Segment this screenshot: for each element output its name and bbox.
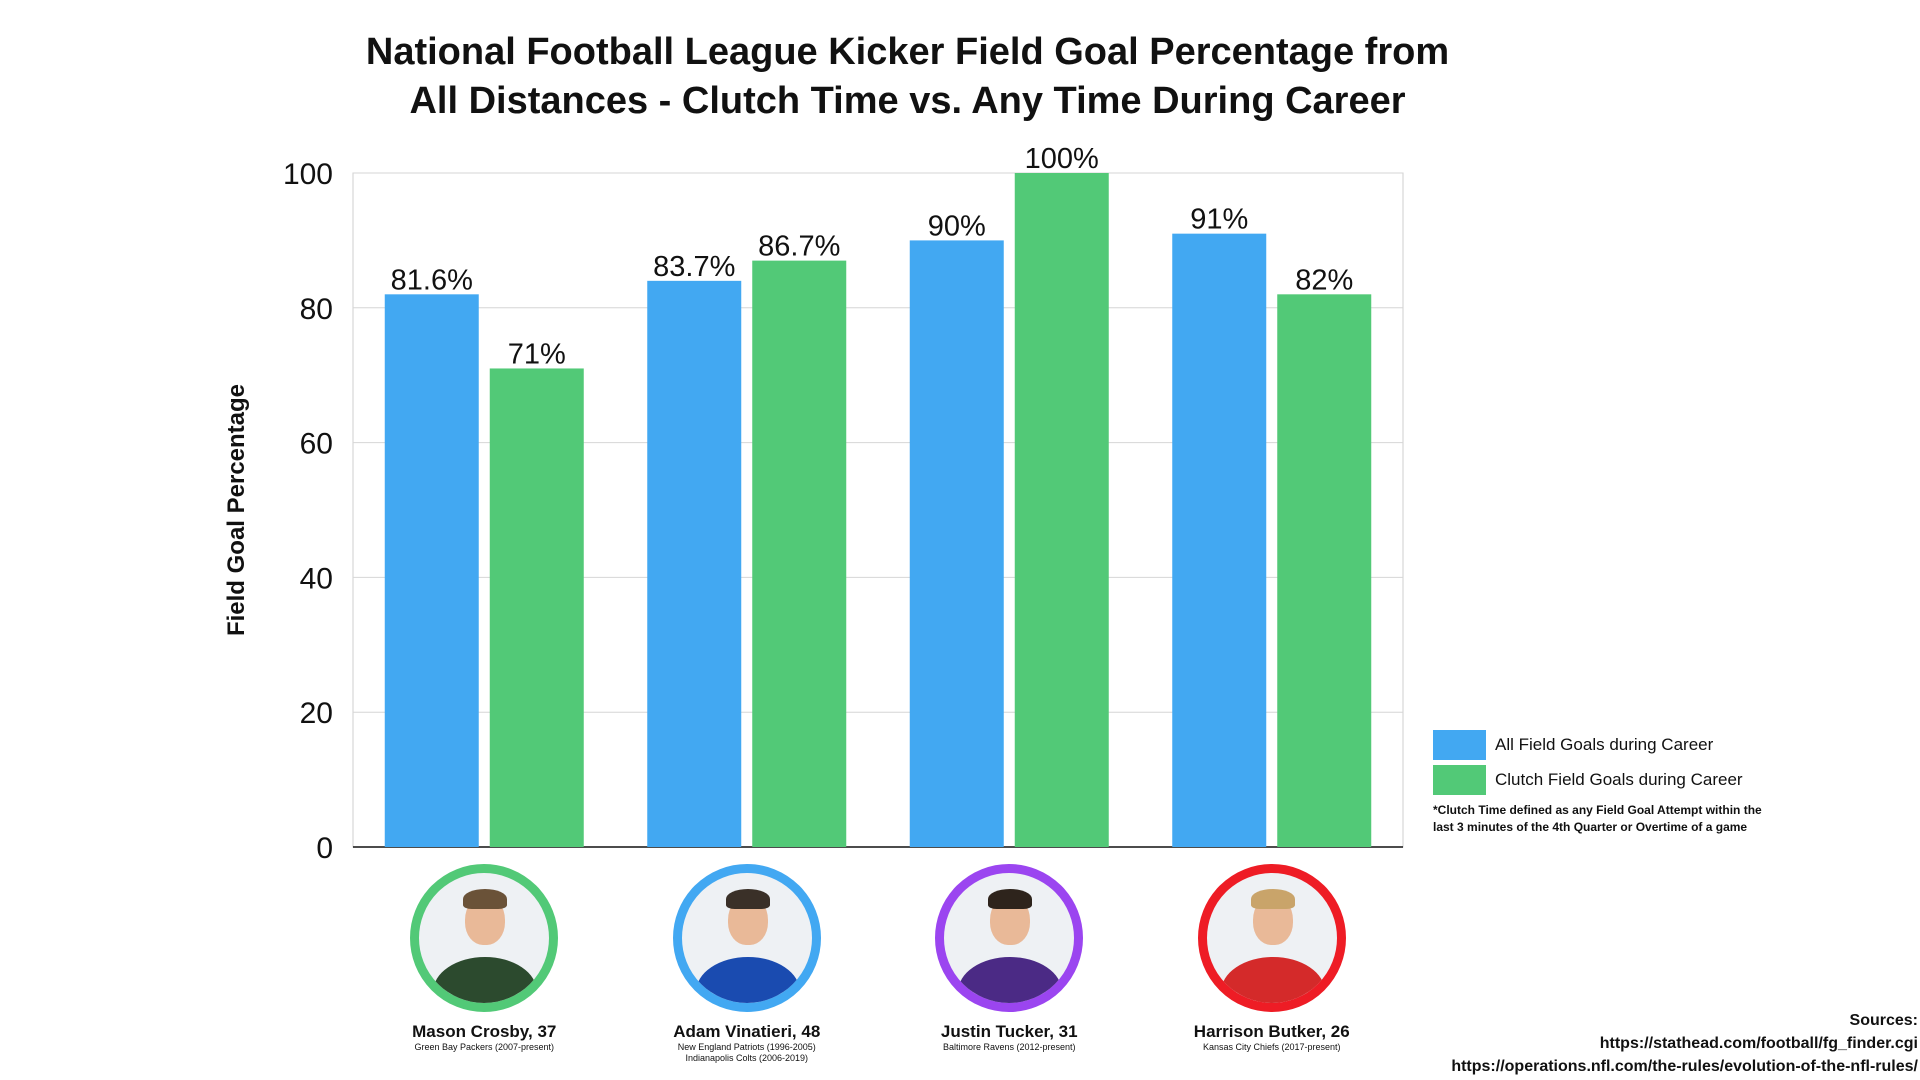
- bar: [1277, 294, 1372, 847]
- y-tick-label: 0: [316, 832, 333, 865]
- player-name: Harrison Butker, 26: [1193, 1022, 1350, 1041]
- bar: [752, 260, 847, 847]
- bar: [489, 368, 584, 847]
- player-name: Adam Vinatieri, 48: [673, 1022, 821, 1041]
- player-photo-body: [1220, 957, 1325, 1003]
- bar: [647, 280, 742, 848]
- bar: [384, 294, 479, 847]
- player-team: Green Bay Packers (2007-present): [414, 1042, 555, 1052]
- bar-data-label: 100%: [1025, 143, 1099, 175]
- bar-data-label: 81.6%: [391, 264, 473, 296]
- sources: Sources: https://stathead.com/football/f…: [1451, 1009, 1918, 1078]
- player-photo: [672, 864, 821, 1012]
- player-photo-body: [695, 957, 800, 1003]
- player-photo-hair: [1250, 889, 1295, 909]
- player-card: Adam Vinatieri, 48 New England Patriots (…: [617, 864, 877, 1064]
- player-photo: [935, 864, 1084, 1012]
- player-team: Indianapolis Colts (2006-2019): [685, 1053, 809, 1063]
- y-axis-label: Field Goal Percentage: [223, 384, 250, 636]
- player-card: Harrison Butker, 26 Kansas City Chiefs (2…: [1142, 864, 1402, 1053]
- bar: [1172, 233, 1267, 847]
- player-photo-hair: [463, 889, 508, 909]
- legend-label-clutch: Clutch Field Goals during Career: [1495, 770, 1743, 789]
- chart-title: National Football League Kicker Field Go…: [230, 28, 1585, 126]
- player-team: New England Patriots (1996-2005): [677, 1042, 816, 1052]
- legend: All Field Goals during Career Clutch Fie…: [1433, 730, 1743, 800]
- bar-data-label: 90%: [928, 210, 986, 242]
- player-card: Justin Tucker, 31 Baltimore Ravens (2012-…: [879, 864, 1139, 1053]
- source-link-2[interactable]: https://operations.nfl.com/the-rules/evo…: [1451, 1058, 1918, 1075]
- legend-item-clutch: Clutch Field Goals during Career: [1433, 765, 1743, 795]
- bar-data-label: 91%: [1190, 204, 1248, 236]
- legend-swatch-clutch: [1433, 765, 1486, 795]
- player-photo-hair: [988, 889, 1033, 909]
- y-tick-label: 60: [300, 428, 333, 461]
- bar-data-label: 86.7%: [758, 231, 840, 263]
- bar-data-label: 83.7%: [653, 251, 735, 283]
- bar: [909, 240, 1004, 847]
- sources-heading: Sources:: [1849, 1012, 1918, 1029]
- bar-data-label: 71%: [508, 338, 566, 370]
- y-tick-label: 100: [283, 158, 333, 191]
- player-team: Baltimore Ravens (2012-present): [942, 1042, 1076, 1052]
- y-tick-label: 40: [300, 562, 333, 595]
- chart-title-line-2: All Distances - Clutch Time vs. Any Time…: [409, 80, 1406, 122]
- y-tick-label: 20: [300, 697, 333, 730]
- player-photo: [410, 864, 559, 1012]
- chart-title-line-1: National Football League Kicker Field Go…: [365, 31, 1450, 73]
- player-name: Mason Crosby, 37: [412, 1022, 557, 1041]
- player-photo-hair: [725, 889, 770, 909]
- footnote: *Clutch Time defined as any Field Goal A…: [1433, 803, 1762, 834]
- legend-swatch-all: [1433, 730, 1486, 760]
- bar-data-label: 82%: [1295, 264, 1353, 296]
- y-tick-label: 80: [300, 293, 333, 326]
- player-team: Kansas City Chiefs (2017-present): [1202, 1042, 1341, 1052]
- player-photo: [1197, 864, 1346, 1012]
- player-card: Mason Crosby, 37 Green Bay Packers (2007-…: [354, 864, 614, 1053]
- source-link-1[interactable]: https://stathead.com/football/fg_finder.…: [1599, 1035, 1918, 1052]
- legend-label-all: All Field Goals during Career: [1495, 735, 1714, 754]
- player-photo-body: [433, 957, 538, 1003]
- bar-chart: 0 20 40 60 80 100 Field Goal Percentage 81.6% 71…: [223, 143, 1404, 865]
- bar: [1014, 173, 1109, 847]
- player-photo-body: [958, 957, 1063, 1003]
- legend-item-all: All Field Goals during Career: [1433, 730, 1743, 760]
- player-name: Justin Tucker, 31: [940, 1022, 1078, 1041]
